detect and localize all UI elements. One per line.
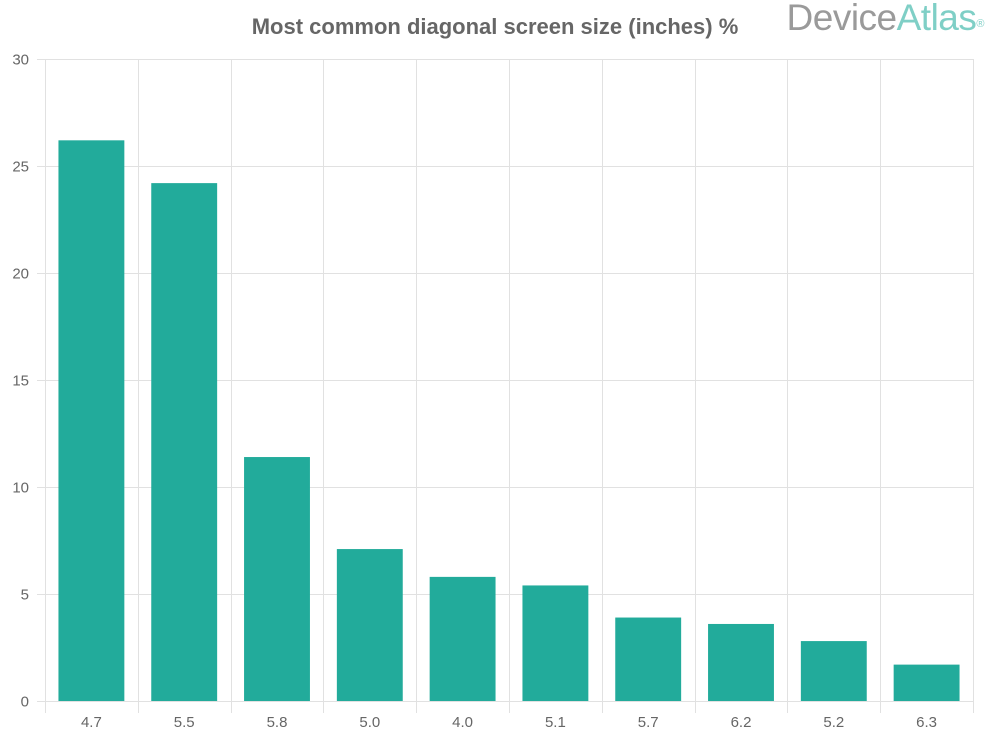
x-tick-label: 5.0 — [359, 714, 380, 731]
bar-5.1[interactable] — [522, 585, 589, 701]
x-tick-label: 5.2 — [823, 714, 844, 731]
y-tick-label: 10 — [12, 480, 29, 497]
bar-4.0[interactable] — [429, 576, 496, 701]
deviceatlas-logo: DeviceAtlas® — [786, 0, 985, 42]
x-tick-label: 5.1 — [545, 714, 566, 731]
bar-6.2[interactable] — [708, 623, 774, 701]
x-tick-label: 6.3 — [916, 714, 937, 731]
bars — [58, 140, 960, 701]
x-tick-label: 5.8 — [267, 714, 288, 731]
y-tick-label: 15 — [12, 373, 29, 390]
x-tick-label: 5.5 — [174, 714, 195, 731]
registered-mark: ® — [976, 18, 984, 30]
bar-5.7[interactable] — [615, 617, 682, 701]
logo-text-atlas: Atlas — [896, 0, 977, 38]
axes: 0 5 10 15 20 25 30 4.7 5.5 5.8 5.0 4.0 5.1 5.7 6.2 5.2 6… — [12, 52, 937, 732]
x-tick-label: 4.7 — [81, 714, 102, 731]
y-tick-label: 5 — [21, 587, 29, 604]
x-tick-label: 5.7 — [638, 714, 659, 731]
bar-5.2[interactable] — [800, 641, 867, 701]
bar-6.3[interactable] — [893, 664, 960, 701]
y-tick-label: 0 — [21, 694, 29, 711]
bar-4.7[interactable] — [58, 140, 125, 701]
bar-5.8[interactable] — [244, 457, 310, 701]
y-tick-label: 25 — [12, 159, 29, 176]
y-tick-label: 30 — [12, 52, 29, 69]
bar-5.0[interactable] — [336, 549, 403, 701]
x-tick-label: 6.2 — [731, 714, 752, 731]
bar-5.5[interactable] — [151, 183, 218, 701]
y-tick-label: 20 — [12, 266, 29, 283]
logo-text-device: Device — [786, 0, 898, 38]
x-tick-label: 4.0 — [452, 714, 473, 731]
chart-title: Most common diagonal screen size (inches… — [251, 14, 739, 39]
